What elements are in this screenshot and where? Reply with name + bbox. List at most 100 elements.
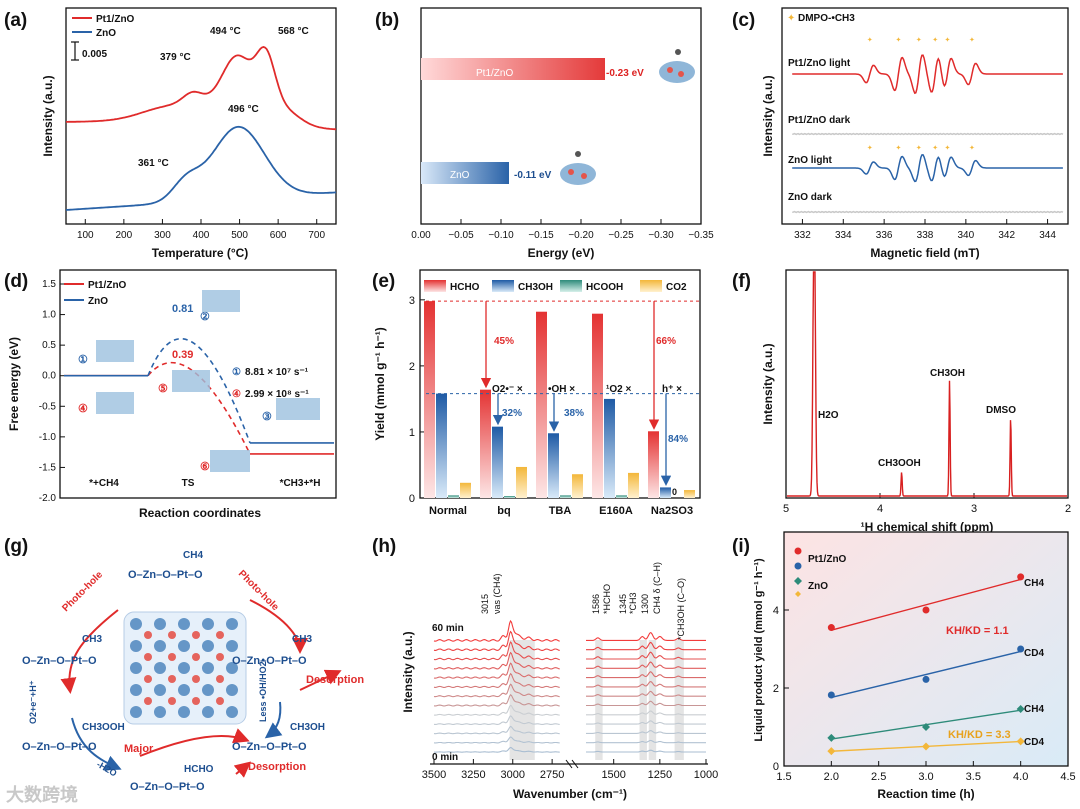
x-axis-c: 332 334 336 338 340 342 344 — [794, 219, 1056, 241]
peak-label-568: 568 °C — [278, 26, 309, 37]
o-atom — [216, 697, 224, 705]
bar-hcooh — [560, 495, 571, 498]
y-tick-label-d: -0.5 — [39, 401, 57, 412]
spectrum-trace-high-wn — [433, 725, 560, 735]
o-atom — [168, 675, 176, 683]
stage-label-final: *CH3+*H — [280, 478, 321, 489]
arc-arrow-right-bottom — [264, 701, 283, 739]
adsorption-model-zno — [560, 151, 596, 185]
star-marker-zno: ✦ — [945, 144, 951, 152]
x-tick-label-e: TBA — [549, 505, 572, 517]
x-tick-label-i: 1.5 — [776, 771, 791, 783]
spectrum-trace-high-wn — [433, 630, 560, 651]
y-tick-label-i: 4 — [773, 605, 779, 617]
x-tick-label-f: 3 — [971, 503, 977, 515]
scavenger-label-1o2: ¹O2 × — [606, 384, 631, 395]
ts-label-zno: 0.81 — [172, 303, 193, 315]
trace-label-pt1-zno-dark: Pt1/ZnO dark — [788, 115, 851, 126]
barrier-pt1 — [147, 361, 251, 455]
zn-atom — [154, 684, 166, 696]
line-label-ch4-zno: CH4 — [1024, 704, 1044, 715]
zn-atom — [178, 640, 190, 652]
spectrum-trace-high-wn — [433, 746, 560, 753]
fit-line-0 — [831, 578, 1021, 631]
spectrum-trace-high-wn — [433, 651, 560, 670]
legend-label-d-pt1: Pt1/ZnO — [88, 280, 127, 291]
ts-label-pt1: 0.39 — [172, 349, 193, 361]
spectrum-trace-low-wn — [586, 680, 706, 688]
x-axis-a: 100 200 300 400 500 600 700 — [77, 219, 325, 241]
arrow-label-desorption-bottom: Desorption — [248, 761, 306, 773]
x-tick-label-h: 2750 — [540, 769, 564, 781]
bar-ch3oh — [604, 398, 615, 498]
panel-label-c: (c) — [732, 10, 755, 31]
zn-atom — [226, 684, 238, 696]
band-label-1586: 1586 — [591, 594, 601, 614]
state-marker-5: ⑤ — [158, 383, 168, 395]
legend-label-ch3oh: CH3OH — [518, 282, 553, 293]
trace-pt1-zno-light — [792, 54, 1063, 95]
x-tick-label-i: 2.0 — [824, 771, 839, 783]
data-point — [1017, 573, 1025, 581]
data-point — [827, 624, 835, 632]
x-tick-label-c: 340 — [958, 230, 975, 241]
catalyst-lattice-illustration — [123, 611, 247, 725]
scavenger-label-h: h⁺ × — [662, 384, 682, 395]
zn-atom — [154, 640, 166, 652]
zn-atom — [202, 684, 214, 696]
star-marker-zno: ✦ — [896, 144, 902, 152]
scatter-i — [827, 573, 1025, 756]
group-ch3ooh: CH3OOH — [82, 722, 125, 733]
x-tick-label-i: 3.5 — [966, 771, 981, 783]
plot-frame-a — [65, 7, 337, 225]
percent-label-38: 38% — [564, 408, 584, 419]
legend-label-zno: ZnO — [96, 28, 116, 39]
arc-arrow-right-top — [249, 599, 308, 654]
y-axis-title-d: Free energy (eV) — [7, 337, 21, 431]
band-label-hcho: *HCHO — [602, 584, 612, 614]
peak-label-379: 379 °C — [160, 52, 191, 63]
x-tick-label-i: 4.5 — [1060, 771, 1075, 783]
x-tick-label-c: 336 — [876, 230, 893, 241]
legend-label-hcho: HCHO — [450, 282, 480, 293]
zn-atom — [154, 662, 166, 674]
bars-e — [424, 301, 695, 498]
panel-label-a: (a) — [4, 10, 27, 31]
arrow-label-less-oh: Less •OH/HO2• — [258, 658, 268, 722]
o-atom — [144, 675, 152, 683]
arc-arrow-major — [139, 728, 250, 757]
barrier-zno — [147, 337, 251, 444]
spectrum-trace-low-wn — [586, 651, 706, 660]
star-marker-pt1: ✦ — [969, 36, 975, 44]
node-ch4: O–Zn–O–Pt–O — [128, 569, 203, 581]
x-tick-label-e: E160A — [599, 505, 633, 517]
x-axis-title-i: Reaction time (h) — [877, 787, 974, 801]
peak-label-ch3oh: CH3OH — [930, 368, 965, 379]
x-axis-f: 5 4 3 2 — [783, 493, 1071, 515]
time-label-0min: 0 min — [432, 752, 458, 763]
legend-label-pt1-i: Pt1/ZnO — [808, 554, 847, 565]
bar-co2 — [460, 482, 471, 498]
value-label-zno: -0.11 eV — [514, 170, 552, 181]
state-marker-4: ④ — [78, 403, 88, 415]
trace-pt1-zno-dark — [792, 132, 1064, 136]
legend-label-dmpo: DMPO-•CH3 — [798, 13, 855, 24]
band-highlight — [674, 640, 684, 760]
bar-pt1-zno — [421, 58, 605, 80]
bar-co2 — [628, 472, 639, 498]
star-marker-pt1: ✦ — [896, 36, 902, 44]
x-tick-label-f: 4 — [877, 503, 883, 515]
panel-a: (a) 100 200 300 400 500 600 700 Pt1/ZnO ZnO 0.… — [4, 7, 337, 260]
zn-atom — [130, 684, 142, 696]
x-tick-label-f: 2 — [1065, 503, 1071, 515]
arrow-label-photo-hole-right: Photo-hole — [236, 568, 281, 613]
bar-zno — [421, 162, 509, 184]
x-tick-label-h: 1250 — [648, 769, 672, 781]
panel-f: (f) 5 4 3 2 H2O CH3OOH CH3OH DMSO ¹H chemic… — [732, 269, 1071, 534]
x-tick-label-b: −0.10 — [488, 230, 514, 241]
node-hcho: O–Zn–O–Pt–O — [130, 781, 205, 793]
y-axis-title-i: Liquid product yield (mmol g⁻¹ h⁻¹) — [753, 558, 765, 742]
o-atom — [144, 631, 152, 639]
x-tick-label-c: 332 — [794, 230, 811, 241]
